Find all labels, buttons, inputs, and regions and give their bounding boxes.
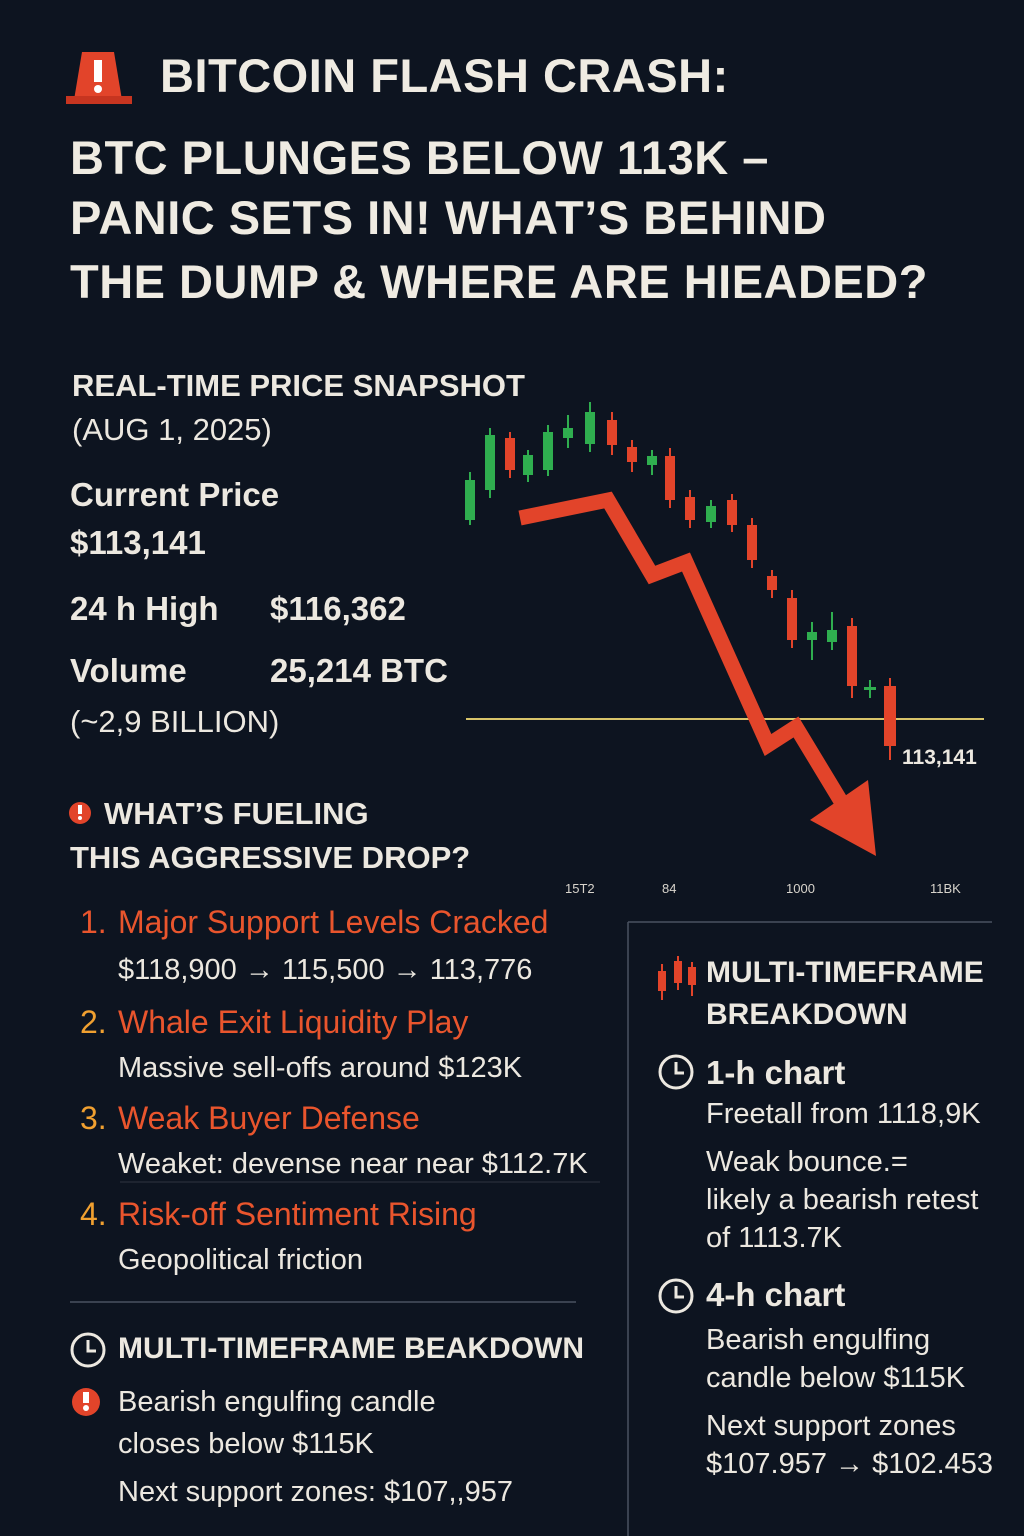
section-line: candle below $115K	[706, 1362, 966, 1394]
item-detail: Geopolitical friction	[118, 1244, 363, 1276]
snapshot-heading: REAL-TIME PRICE SNAPSHOT	[72, 368, 525, 403]
section-line: Freetall from 1118,9K	[706, 1098, 981, 1130]
section-line: of 1113.7K	[706, 1222, 842, 1254]
current-value: $113,141	[70, 524, 206, 561]
section-title: 4-h chart	[706, 1276, 846, 1313]
axis-label: 84	[662, 881, 677, 896]
title-line: BITCOIN FLASH CRASH:	[160, 49, 729, 102]
price-label: 113,141	[902, 746, 977, 769]
item-detail: $118,900 → 115,500 → 113,776	[118, 954, 533, 986]
fueling-heading: WHAT’S FUELING	[104, 796, 369, 831]
axis-label: 11BK	[930, 881, 961, 896]
title-line: PANIC SETS IN! WHAT’S BEHIND	[70, 191, 827, 244]
high-label: 24 h High	[70, 590, 219, 627]
warning-icon	[66, 52, 132, 104]
item-number: 3.	[80, 1100, 107, 1136]
section-line: $107.957 → $102.453	[706, 1448, 994, 1480]
item-detail: Massive sell-offs around $123K	[118, 1052, 523, 1084]
clock-icon	[658, 1278, 694, 1314]
bottom-line: Bearish engulfing candle	[118, 1386, 436, 1418]
alert-icon	[72, 1388, 100, 1416]
fueling-heading: THIS AGGRESSIVE DROP?	[70, 840, 471, 875]
alert-icon	[69, 802, 91, 824]
volume-label: Volume	[70, 652, 187, 689]
high-value: $116,362	[270, 590, 406, 627]
item-number: 1.	[80, 904, 107, 940]
item-number: 4.	[80, 1196, 107, 1232]
clock-icon	[70, 1332, 106, 1368]
title-line: BTC PLUNGES BELOW 113K –	[70, 131, 769, 184]
volume-note: (~2,9 BILLION)	[70, 704, 280, 739]
section-line: Next support zones	[706, 1410, 956, 1442]
section-line: Bearish engulfing	[706, 1324, 931, 1356]
item-title: Whale Exit Liquidity Play	[118, 1004, 469, 1040]
axis-label: 15T2	[565, 881, 595, 896]
item-title: Major Support Levels Cracked	[118, 904, 549, 940]
bottom-line: Next support zones: $107,,957	[118, 1476, 513, 1508]
current-label: Current Price	[70, 476, 280, 513]
bottom-heading: MULTI-TIMEFRAME BEAKDOWN	[118, 1332, 585, 1365]
item-detail: Weaket: devense near near $112.7K	[118, 1148, 588, 1180]
item-title: Risk-off Sentiment Rising	[118, 1196, 477, 1232]
bottom-line: closes below $115K	[118, 1428, 374, 1460]
section-line: Weak bounce.=	[706, 1146, 908, 1178]
mini-candles-icon	[658, 956, 696, 1000]
clock-icon	[658, 1054, 694, 1090]
crash-arrow	[518, 491, 852, 812]
candles	[465, 402, 896, 760]
panel-heading: MULTI-TIMEFRAME	[706, 956, 984, 989]
panel-heading: BREAKDOWN	[706, 998, 908, 1031]
axis-label: 1000	[786, 881, 815, 896]
item-title: Weak Buyer Defense	[118, 1100, 420, 1136]
item-number: 2.	[80, 1004, 107, 1040]
section-title: 1-h chart	[706, 1054, 846, 1091]
title-line: THE DUMP & WHERE ARE HIEADED?	[70, 255, 928, 308]
snapshot-date: (AUG 1, 2025)	[72, 412, 272, 447]
section-line: likely a bearish retest	[706, 1184, 979, 1216]
volume-value: 25,214 BTC	[270, 652, 448, 689]
arrow-head	[810, 780, 876, 856]
